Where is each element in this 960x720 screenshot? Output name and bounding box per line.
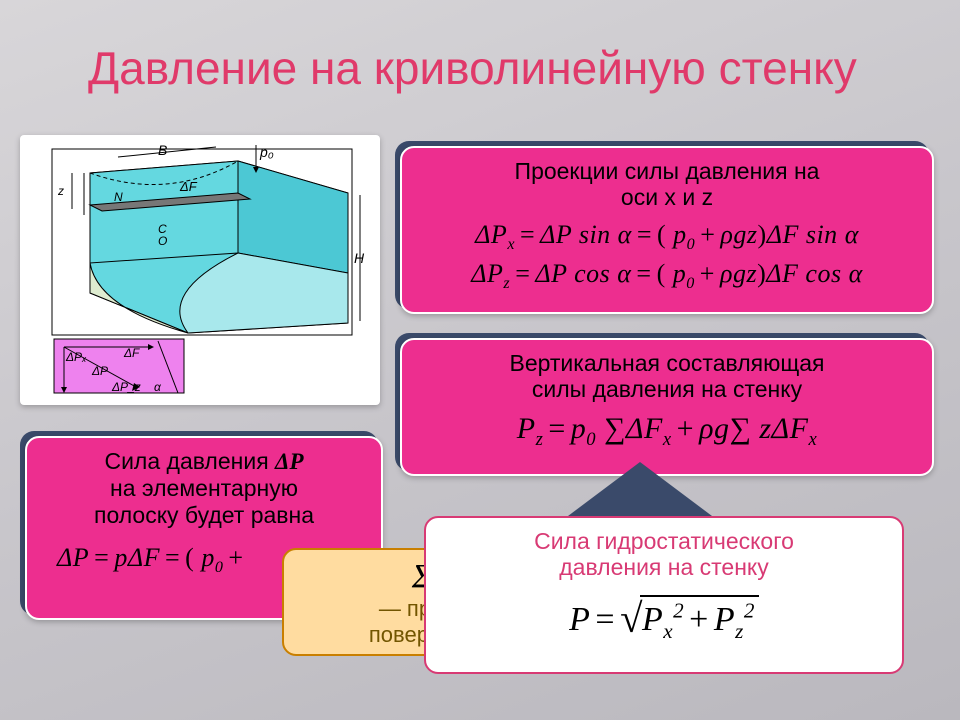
wedge-connector (560, 462, 720, 522)
diagram-svg: B p₀ ΔF N z H C O ΔPₓ ΔF ΔP ΔP_z α (28, 143, 372, 397)
diagram-frame: B p₀ ΔF N z H C O ΔPₓ ΔF ΔP ΔP_z α (20, 135, 380, 405)
svg-text:ΔPₓ: ΔPₓ (65, 350, 87, 364)
svg-text:B: B (158, 143, 167, 158)
proj-heading-1: Проекции силы давления на (418, 158, 916, 184)
proj-panel: Проекции силы давления на оси x и z ΔPx=… (400, 146, 934, 314)
proj-eq1: ΔPx=ΔP sin α=( p0+ρgz)ΔF sin α (418, 217, 916, 256)
proj-heading-2: оси x и z (418, 184, 916, 210)
dp-heading-3: полоску будет равна (43, 502, 365, 528)
hydro-panel: Сила гидростатического давления на стенк… (424, 516, 904, 674)
svg-text:ΔP: ΔP (91, 364, 108, 378)
page-title: Давление на криволинейную стенку (0, 0, 960, 95)
vert-eq: Pz=p0 ∑ΔFx+ρg∑ zΔFx (418, 409, 916, 452)
svg-text:ΔP_z: ΔP_z (111, 380, 141, 394)
svg-text:z: z (57, 184, 64, 198)
dp-heading-2: на элементарную (43, 475, 365, 501)
hydro-heading-1: Сила гидростатического (442, 528, 886, 554)
svg-text:α: α (154, 380, 162, 394)
vert-heading-1: Вертикальная составляющая (418, 350, 916, 376)
svg-text:O: O (158, 234, 167, 248)
svg-text:p₀: p₀ (259, 144, 274, 160)
svg-text:N: N (114, 190, 123, 204)
vert-panel: Вертикальная составляющая силы давления … (400, 338, 934, 476)
hydro-heading-2: давления на стенку (442, 554, 886, 580)
svg-text:ΔF: ΔF (179, 179, 198, 194)
dp-heading-1: Сила давления ΔP (43, 448, 365, 475)
proj-eq2: ΔPz=ΔP cos α=( p0+ρgz)ΔF cos α (418, 256, 916, 295)
hydro-eq: P=√Px2+Pz2 (442, 591, 886, 646)
vert-heading-2: силы давления на стенку (418, 376, 916, 402)
svg-text:ΔF: ΔF (123, 346, 140, 360)
